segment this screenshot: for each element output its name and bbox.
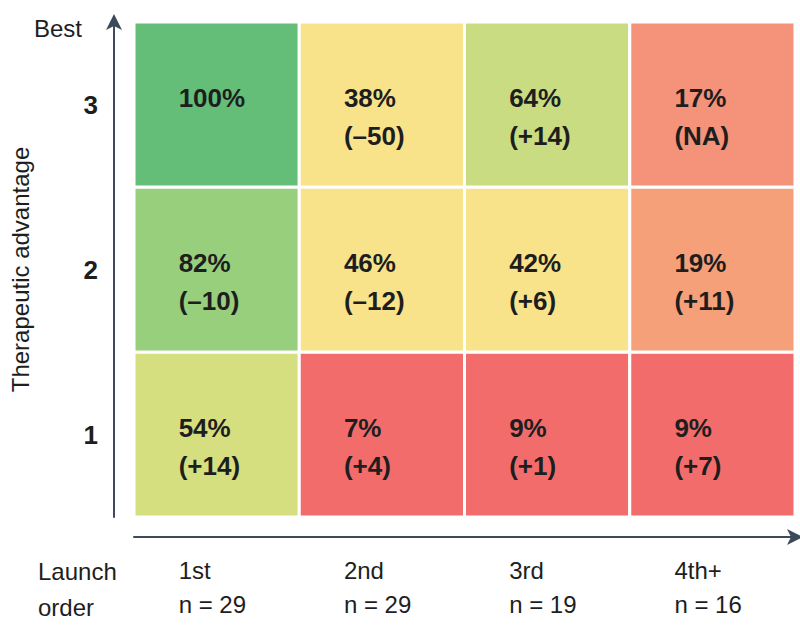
- svg-text:(NA): (NA): [674, 121, 729, 151]
- svg-text:2nd: 2nd: [344, 557, 384, 584]
- svg-text:82%: 82%: [179, 248, 231, 278]
- svg-text:(+4): (+4): [344, 451, 391, 481]
- svg-text:1st: 1st: [179, 557, 211, 584]
- svg-text:7%: 7%: [344, 413, 382, 443]
- svg-text:Launch: Launch: [38, 558, 117, 585]
- svg-text:Best: Best: [34, 15, 82, 42]
- svg-text:3rd: 3rd: [509, 557, 544, 584]
- svg-text:(+1): (+1): [509, 451, 556, 481]
- svg-text:46%: 46%: [344, 248, 396, 278]
- svg-text:(+14): (+14): [179, 451, 240, 481]
- svg-text:2: 2: [84, 255, 98, 285]
- svg-text:(–50): (–50): [344, 121, 405, 151]
- svg-text:19%: 19%: [674, 248, 726, 278]
- svg-text:Therapeutic advantage: Therapeutic advantage: [7, 147, 34, 393]
- svg-text:3: 3: [84, 90, 98, 120]
- svg-text:100%: 100%: [179, 83, 246, 113]
- svg-text:(+7): (+7): [674, 451, 721, 481]
- svg-text:4th+: 4th+: [674, 557, 721, 584]
- svg-text:9%: 9%: [509, 413, 547, 443]
- svg-text:17%: 17%: [674, 83, 726, 113]
- svg-text:(–12): (–12): [344, 286, 405, 316]
- svg-text:n = 29: n = 29: [344, 591, 411, 618]
- svg-text:64%: 64%: [509, 83, 561, 113]
- svg-text:n = 29: n = 29: [179, 591, 246, 618]
- svg-text:(+14): (+14): [509, 121, 570, 151]
- svg-text:order: order: [38, 594, 94, 621]
- svg-text:(–10): (–10): [179, 286, 240, 316]
- svg-text:n = 19: n = 19: [509, 591, 576, 618]
- svg-text:42%: 42%: [509, 248, 561, 278]
- svg-text:(+11): (+11): [674, 286, 734, 316]
- svg-text:9%: 9%: [674, 413, 712, 443]
- svg-text:54%: 54%: [179, 413, 231, 443]
- svg-text:38%: 38%: [344, 83, 396, 113]
- svg-text:1: 1: [84, 420, 98, 450]
- svg-text:n = 16: n = 16: [674, 591, 741, 618]
- svg-text:(+6): (+6): [509, 286, 556, 316]
